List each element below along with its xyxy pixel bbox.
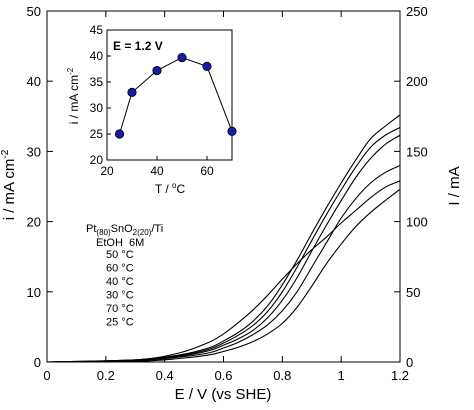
inset-points [114, 52, 237, 139]
inset-y-tick-label: 40 [90, 49, 104, 63]
inset-y-tick-label: 45 [90, 23, 104, 37]
inset-y-tick-label: 25 [90, 127, 104, 141]
iv-curve [46, 114, 401, 363]
solution-label: EtOH 6M [96, 237, 144, 249]
inset-frame [106, 29, 233, 161]
x-tick-label: 0 [43, 368, 50, 383]
x-axis-label: E / V (vs SHE) [175, 386, 272, 403]
inset-point [177, 52, 187, 63]
inset-point [114, 129, 125, 139]
iv-curve [46, 164, 401, 363]
y-tick-label: 50 [27, 4, 41, 19]
inset-point [227, 126, 237, 136]
legend-entry: 25 °C [106, 317, 134, 329]
right-y-axis-label: I / mA [446, 166, 463, 205]
iv-curve [46, 134, 401, 363]
iv-curve [46, 127, 401, 363]
right-y-tick-label: 0 [406, 355, 413, 370]
iv-curve [46, 188, 401, 363]
legend-entry: 30 °C [106, 290, 134, 302]
x-tick-label: 0.4 [156, 368, 174, 383]
inset-y-tick-label: 30 [90, 101, 104, 115]
inset-x-tick-label: 40 [150, 164, 164, 178]
inset-x-tick-label: 20 [100, 164, 114, 178]
right-y-tick-label: 150 [406, 144, 428, 159]
right-y-tick-label: 100 [406, 215, 428, 230]
temperature-legend: 50 °C 60 °C40 °C 30 °C70 °C 25 °C [106, 249, 134, 329]
y-tick-label: 0 [34, 355, 41, 370]
inset-point [202, 61, 212, 72]
inset-chart: E = 1.2 V 20 40 60 20 25 30 35 40 45 T / oC i /… [66, 23, 237, 196]
x-axis-ticks: 0 0.2 0.4 0.6 0.8 1 1.2 [43, 11, 409, 383]
inset-point [127, 87, 137, 98]
legend-entry: 40 °C [106, 276, 134, 288]
inset-y-ticks: 20 25 30 35 40 45 [90, 23, 111, 167]
y-tick-label: 20 [27, 215, 41, 230]
inset-y-tick-label: 20 [90, 153, 104, 167]
x-tick-label: 0.2 [97, 368, 115, 383]
inset-title: E = 1.2 V [113, 39, 163, 53]
right-y-tick-label: 50 [406, 285, 420, 300]
iv-curve [46, 180, 401, 363]
y-tick-label: 40 [27, 74, 41, 89]
x-tick-label: 1.2 [391, 368, 409, 383]
catalyst-label: Pt(80)SnO2(20)/Ti [86, 223, 163, 237]
y-axis-ticks: 0 10 20 30 40 50 [27, 4, 53, 370]
right-y-tick-label: 250 [406, 4, 428, 19]
x-tick-label: 0.6 [214, 368, 232, 383]
y-tick-label: 10 [27, 285, 41, 300]
legend-entry: 70 °C [106, 303, 134, 315]
inset-x-ticks: 20 40 60 [100, 156, 214, 178]
inset-x-label: T / oC [155, 181, 186, 196]
inset-y-label: i / mA cm-2 [66, 67, 81, 124]
inset-y-tick-label: 35 [90, 75, 104, 89]
legend-entry: 60 °C [106, 263, 134, 275]
legend-entry: 50 °C [106, 249, 134, 261]
inset-line [119, 57, 233, 135]
iv-curves [46, 114, 401, 363]
inset-point [152, 65, 162, 76]
inset-x-tick-label: 60 [200, 164, 214, 178]
right-y-tick-label: 200 [406, 74, 428, 89]
y-tick-label: 30 [27, 144, 41, 159]
x-tick-label: 0.8 [273, 368, 291, 383]
right-y-axis-ticks: 0 50 100 150 200 250 [394, 4, 428, 370]
x-tick-label: 1 [338, 368, 345, 383]
y-axis-label: i / mA cm-2 [0, 149, 18, 220]
